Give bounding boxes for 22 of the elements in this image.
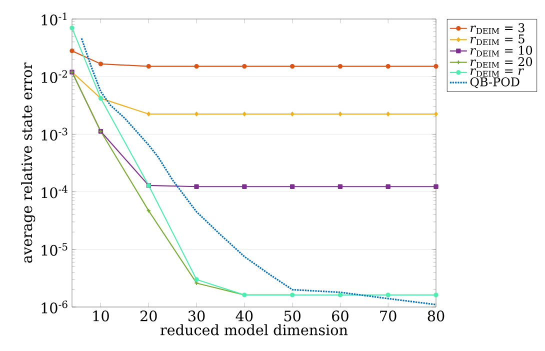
legend-label: r$_{DEIM}$ = 5: [470, 34, 524, 46]
legend-label: QB-POD: [470, 77, 520, 88]
legend-label: r$_{DEIM}$ = r: [470, 68, 524, 77]
x-tick-label: 40: [236, 310, 253, 322]
y-tick-label: 10$^{-6}$: [42, 300, 68, 314]
x-tick-label: 20: [140, 310, 157, 322]
x-tick-label: 30: [188, 310, 205, 322]
x-tick-label: 10: [93, 310, 109, 322]
legend-label: r$_{DEIM}$ = 3: [470, 23, 524, 34]
y-tick-label: 10$^{-3}$: [42, 128, 68, 141]
y-axis-title: average relative state error: [21, 62, 36, 263]
x-axis-title: reduced model dimension: [160, 324, 348, 336]
y-tick-label: 10$^{-5}$: [42, 243, 68, 256]
x-tick-label: 70: [380, 310, 396, 322]
legend-label: r$_{DEIM}$ = 10: [470, 46, 532, 56]
legend-label: r$_{DEIM}$ = 20: [470, 57, 532, 68]
y-tick-label: 10$^{-2}$: [42, 70, 68, 84]
x-tick-label: 50: [284, 310, 300, 322]
x-tick-label: 80: [428, 310, 444, 322]
x-tick-label: 60: [332, 310, 348, 322]
y-tick-label: 10$^{-4}$: [42, 185, 68, 198]
y-tick-label: 10$^{-1}$: [42, 12, 67, 26]
